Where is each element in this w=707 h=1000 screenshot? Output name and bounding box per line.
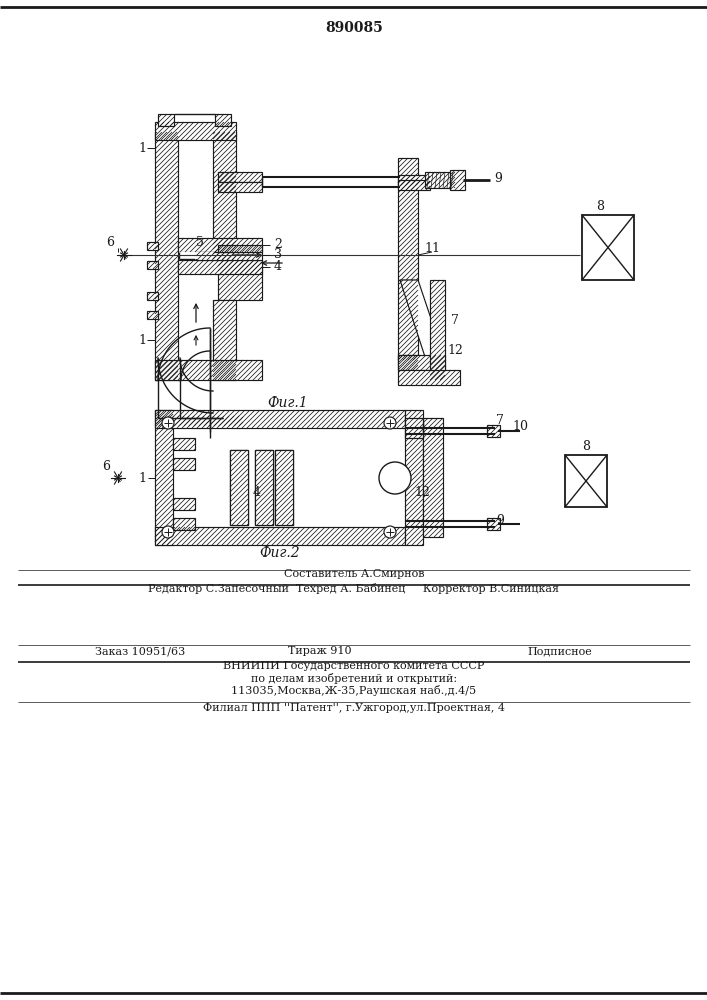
- Bar: [405, 418, 423, 438]
- Bar: [196, 252, 262, 260]
- Text: Фиг.1: Фиг.1: [268, 396, 308, 410]
- Text: 890085: 890085: [325, 21, 383, 35]
- Text: 8: 8: [582, 440, 590, 454]
- Text: Тираж 910: Тираж 910: [288, 646, 352, 656]
- Text: 6: 6: [106, 236, 114, 249]
- Bar: [275, 450, 293, 525]
- Bar: [158, 114, 174, 126]
- Circle shape: [162, 417, 174, 429]
- Bar: [582, 215, 634, 280]
- Bar: [230, 450, 248, 525]
- Bar: [155, 122, 236, 140]
- Text: 12: 12: [414, 486, 430, 498]
- Bar: [425, 172, 455, 188]
- Bar: [398, 175, 430, 185]
- Bar: [173, 498, 195, 510]
- Text: по делам изобретений и открытий:: по делам изобретений и открытий:: [251, 672, 457, 684]
- Text: 9: 9: [496, 514, 504, 528]
- Bar: [155, 410, 405, 428]
- Text: ВНИИПИ Государственного комитета СССР: ВНИИПИ Государственного комитета СССР: [223, 661, 485, 671]
- Bar: [565, 455, 607, 507]
- Bar: [179, 252, 214, 259]
- Text: Подписное: Подписное: [527, 646, 592, 656]
- Text: 1: 1: [138, 472, 146, 485]
- Bar: [147, 261, 158, 269]
- Bar: [213, 300, 236, 380]
- Bar: [398, 158, 418, 280]
- Text: Заказ 10951/63: Заказ 10951/63: [95, 646, 185, 656]
- Text: Филиал ППП ''Патент'', г.Ужгород,ул.Проектная, 4: Филиал ППП ''Патент'', г.Ужгород,ул.Прое…: [203, 703, 505, 713]
- Bar: [218, 260, 262, 300]
- Bar: [398, 180, 430, 190]
- Text: 7: 7: [451, 314, 459, 326]
- Text: Составитель А.Смирнов: Составитель А.Смирнов: [284, 569, 424, 579]
- Bar: [173, 518, 195, 530]
- Bar: [155, 527, 405, 545]
- Text: 1: 1: [138, 141, 146, 154]
- Text: 6: 6: [102, 460, 110, 474]
- Text: 2: 2: [274, 238, 282, 251]
- Bar: [218, 182, 262, 192]
- Polygon shape: [400, 280, 445, 360]
- Bar: [213, 132, 236, 260]
- Bar: [450, 170, 465, 190]
- Bar: [230, 450, 248, 525]
- Bar: [178, 238, 262, 252]
- Bar: [487, 425, 500, 437]
- Text: 4: 4: [253, 486, 261, 498]
- Bar: [218, 245, 262, 252]
- Bar: [218, 172, 262, 182]
- Bar: [430, 280, 445, 380]
- Text: 113035,Москва,Ж-35,Раушская наб.,д.4/5: 113035,Москва,Ж-35,Раушская наб.,д.4/5: [231, 684, 477, 696]
- Text: 1: 1: [138, 334, 146, 347]
- Circle shape: [384, 417, 396, 429]
- Text: 7: 7: [496, 414, 504, 426]
- Bar: [405, 410, 423, 545]
- Bar: [398, 370, 460, 385]
- Bar: [215, 114, 231, 126]
- Text: 10: 10: [512, 420, 528, 432]
- Bar: [398, 355, 418, 370]
- Bar: [155, 410, 173, 545]
- Bar: [423, 418, 443, 537]
- Bar: [255, 450, 273, 525]
- Text: 4: 4: [274, 260, 282, 273]
- Bar: [147, 311, 158, 319]
- Bar: [398, 280, 418, 360]
- Circle shape: [162, 526, 174, 538]
- Text: 3: 3: [274, 248, 282, 261]
- Bar: [173, 458, 195, 470]
- Bar: [147, 292, 158, 300]
- Bar: [275, 450, 293, 525]
- Text: 8: 8: [596, 200, 604, 214]
- Bar: [147, 242, 158, 250]
- Bar: [156, 416, 243, 426]
- Bar: [155, 132, 178, 380]
- Circle shape: [384, 526, 396, 538]
- Bar: [173, 438, 195, 450]
- Text: Фиг.2: Фиг.2: [259, 546, 300, 560]
- Text: 5: 5: [196, 235, 204, 248]
- Bar: [487, 518, 500, 530]
- Bar: [178, 260, 262, 274]
- Bar: [255, 450, 273, 525]
- Bar: [155, 360, 262, 380]
- Text: 11: 11: [424, 241, 440, 254]
- Bar: [398, 355, 445, 370]
- Text: 12: 12: [447, 344, 463, 357]
- Circle shape: [379, 462, 411, 494]
- Text: 9: 9: [494, 172, 502, 184]
- Text: Редактор С.Запесочный  Техред А. Бабинец     Корректор В.Синицкая: Редактор С.Запесочный Техред А. Бабинец …: [148, 584, 559, 594]
